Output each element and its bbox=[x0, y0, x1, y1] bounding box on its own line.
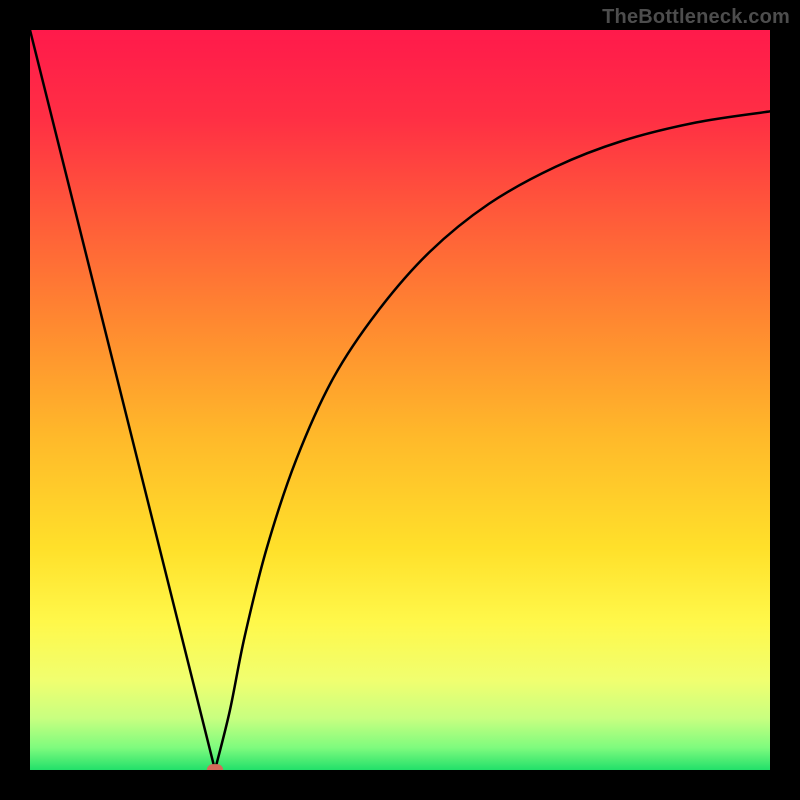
gradient-background bbox=[30, 30, 770, 770]
plot-svg bbox=[30, 30, 770, 770]
watermark-text: TheBottleneck.com bbox=[602, 6, 790, 29]
plot-area bbox=[30, 30, 770, 770]
figure-frame: TheBottleneck.com bbox=[0, 0, 800, 800]
